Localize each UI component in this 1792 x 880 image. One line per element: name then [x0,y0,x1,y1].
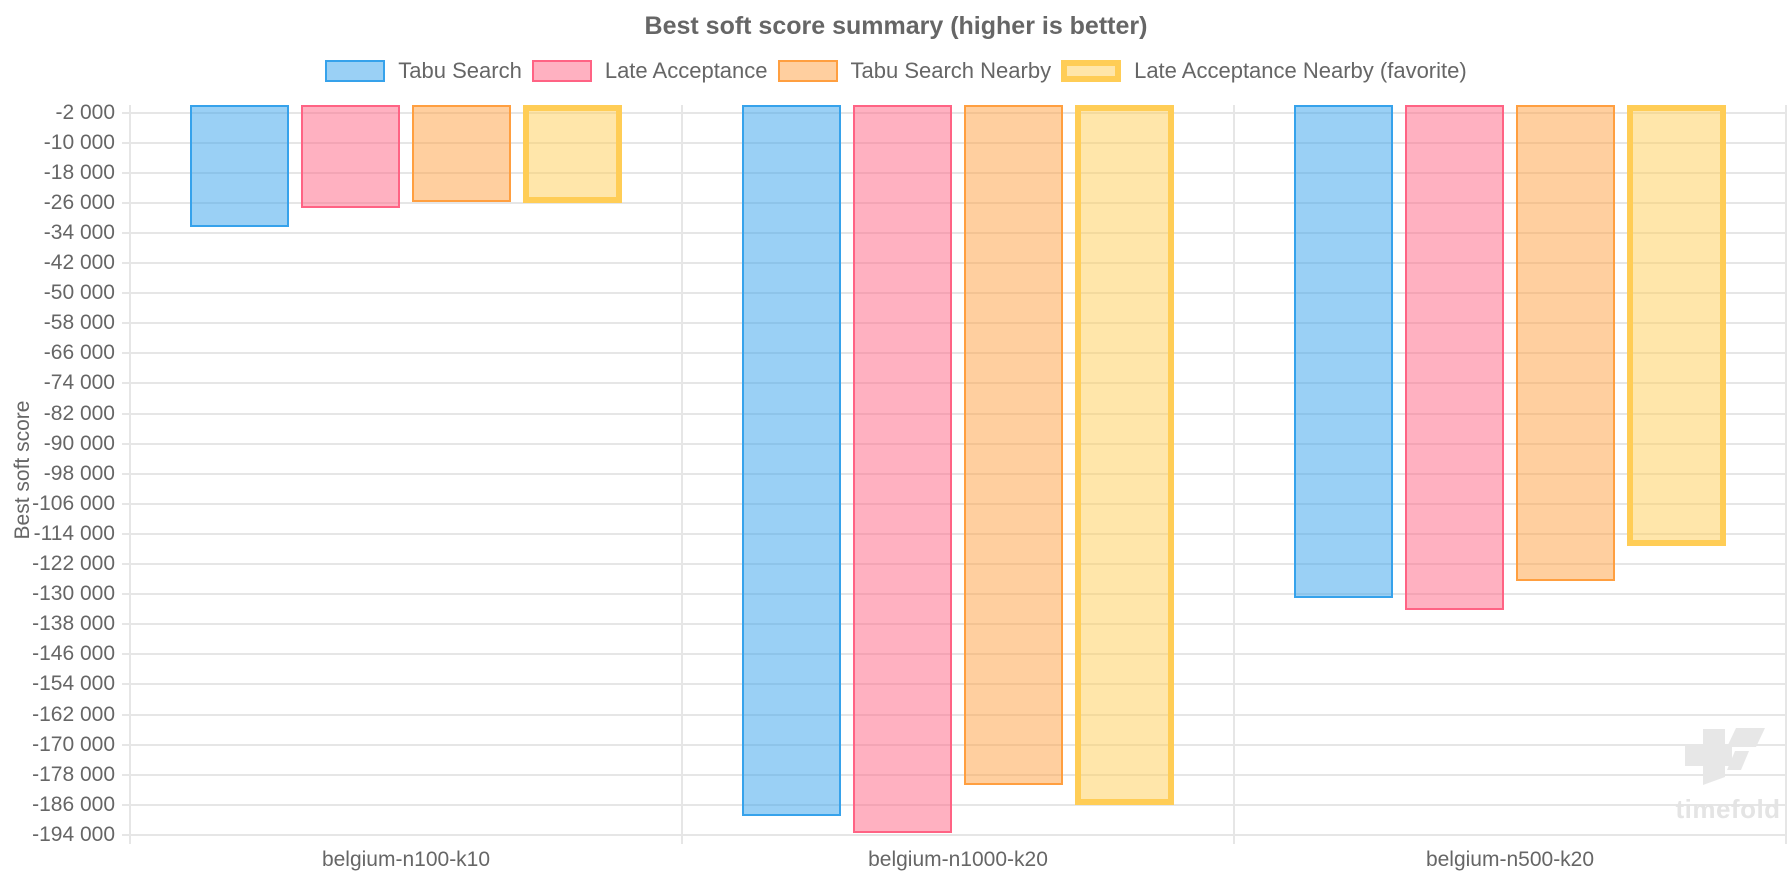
bar[interactable] [523,105,622,204]
y-gridline: -130 000 [32,582,1786,605]
y-tick-label: -58 000 [43,311,115,335]
bar[interactable] [190,105,289,227]
y-tick-label: -122 000 [32,552,115,576]
x-category-label: belgium-n1000-k20 [868,848,1048,871]
y-gridline: -82 000 [44,402,1786,425]
legend-swatch [777,60,838,82]
y-tick-label: -186 000 [32,792,115,816]
plot-area: -2 000 -10 000 -18 000 -26 000 -34 000 -42 00… [32,101,1787,846]
legend-swatch [325,60,386,82]
bar[interactable] [412,105,511,203]
y-tick-label: -170 000 [32,732,115,756]
x-category-label: belgium-n100-k10 [321,848,491,871]
y-gridline: -42 000 [44,251,1786,274]
timefold-watermark-text: timefold [1675,794,1781,824]
y-tick-label: -10 000 [43,130,115,154]
y-axis-title: Best soft score [11,400,34,540]
y-gridline: -18 000 [44,161,1786,184]
category-band [682,105,1234,835]
legend-item[interactable]: Late Acceptance [531,58,768,84]
y-tick-label: -154 000 [32,672,115,696]
y-tick-label: -26 000 [43,190,115,214]
y-gridline: -10 000 [44,131,1786,154]
legend-item[interactable]: Late Acceptance Nearby (favorite) [1061,58,1467,84]
y-gridline: -50 000 [44,281,1786,304]
legend-label: Tabu Search [398,58,522,83]
legend-swatch [1061,60,1122,82]
bar-bands [130,105,1786,835]
timefold-watermark: timefold [1675,726,1780,825]
bar[interactable] [301,105,400,208]
timefold-watermark-logo [1685,728,1765,785]
legend-item[interactable]: Tabu Search Nearby [777,58,1052,84]
bar[interactable] [742,105,841,817]
y-tick-label: -74 000 [43,371,115,395]
y-gridline: -106 000 [32,492,1786,515]
y-tick-label: -90 000 [43,431,115,455]
y-tick-label: -146 000 [32,642,115,666]
y-gridline: -186 000 [32,793,1786,816]
y-gridline: -114 000 [34,522,1786,545]
y-tick-label: -106 000 [32,491,115,515]
y-tick-label: -2 000 [55,100,115,124]
y-tick-label: -18 000 [43,160,115,184]
x-category-label: belgium-n500-k20 [1425,848,1595,871]
y-tick-label: -98 000 [43,461,115,485]
x-gridline [1232,105,1235,844]
legend-label: Late Acceptance Nearby (favorite) [1134,58,1467,83]
y-tick-label: -162 000 [32,702,115,726]
y-tick-label: -138 000 [32,612,115,636]
y-gridline: -170 000 [32,733,1786,756]
y-tick-label: -50 000 [43,281,115,305]
bar[interactable] [1405,105,1504,610]
category-band [1234,105,1786,835]
y-gridline: -26 000 [44,191,1786,214]
y-gridline: -194 000 [32,823,1786,846]
y-gridline: -66 000 [44,341,1786,364]
x-gridline [1785,105,1787,844]
bar[interactable] [1627,105,1726,547]
x-axis-labels: belgium-n100-k10 belgium-n1000-k20 belgium… [130,848,1786,872]
bar[interactable] [1294,105,1393,599]
legend-label: Late Acceptance [604,58,768,83]
bar[interactable] [1075,105,1174,806]
y-gridline: -146 000 [32,642,1786,665]
legend-label: Tabu Search Nearby [850,58,1052,83]
y-tick-label: -66 000 [43,341,115,365]
y-gridline: -138 000 [32,612,1786,635]
bar[interactable] [964,105,1063,785]
y-gridline: -74 000 [44,371,1786,394]
bar[interactable] [1516,105,1615,581]
y-gridline: -178 000 [32,763,1786,786]
y-tick-label: -130 000 [32,582,115,606]
y-tick-label: -42 000 [43,251,115,275]
y-gridline: -162 000 [32,703,1786,726]
legend-swatch [531,60,592,82]
y-tick-label: -178 000 [32,762,115,786]
y-gridline: -58 000 [44,311,1786,334]
y-tick-label: -82 000 [43,401,115,425]
y-tick-label: -114 000 [33,521,115,545]
category-band [130,105,682,835]
legend-item[interactable]: Tabu Search [325,58,522,84]
y-tick-label: -194 000 [32,823,115,846]
y-tick-label: -34 000 [43,220,115,244]
y-gridline: -154 000 [32,672,1786,695]
y-axis-line [129,105,131,844]
y-gridline: -98 000 [44,462,1786,485]
chart-title: Best soft score summary (higher is bette… [644,12,1148,40]
y-gridline: -34 000 [44,221,1786,244]
bar[interactable] [853,105,952,834]
y-gridline: -2 000 [55,101,1786,124]
x-gridline [680,105,683,844]
legend: Tabu Search Late Acceptance Tabu Search Ne… [0,58,1792,84]
y-gridline: -90 000 [44,432,1786,455]
y-gridline: -122 000 [32,552,1786,575]
